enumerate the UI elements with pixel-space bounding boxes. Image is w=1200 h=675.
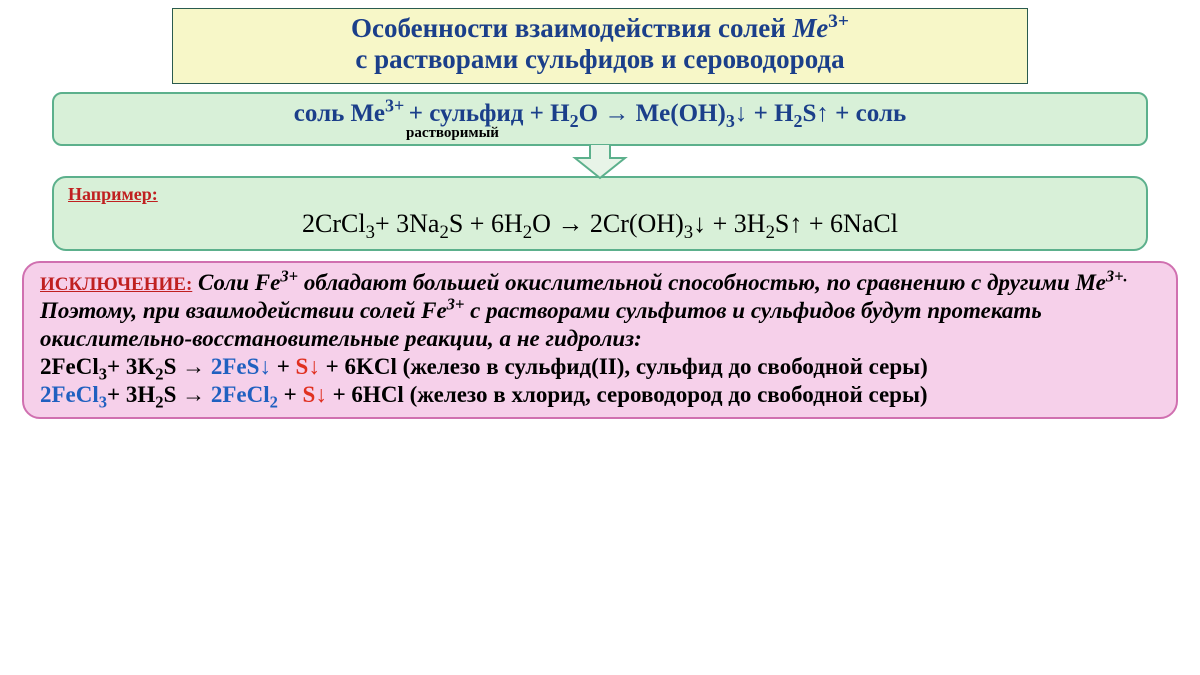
e2-ds: 2	[270, 393, 278, 412]
e2-e: +	[278, 382, 303, 407]
chemistry-slide: Особенности взаимодействия солей Ме3+ с …	[0, 0, 1200, 675]
e2-d: 2FeCl	[211, 382, 270, 407]
title-text-1: Особенности взаимодействия солей	[351, 13, 793, 43]
ex-t2: + 3Na	[375, 209, 439, 238]
gen-t5: S↑ + соль	[803, 100, 907, 127]
e1-b: + 3K	[107, 354, 155, 379]
exc-i1: Соли Fe	[198, 270, 280, 295]
e2-a: 2FeCl	[40, 382, 99, 407]
gen-t2: + сульфид + H	[409, 100, 570, 127]
ex-t5: ↓ + 3H	[693, 209, 765, 238]
gen-s2: 3	[726, 111, 735, 131]
title-ital: Ме	[793, 13, 829, 43]
ex-s3: 2	[523, 222, 532, 243]
e1-e: +	[271, 354, 296, 379]
gen-sup1: 3+	[385, 96, 409, 116]
ex-t1: 2CrCl	[302, 209, 366, 238]
exception-label: ИСКЛЮЧЕНИЕ:	[40, 274, 192, 295]
exception-eq2: 2FeCl3+ 3H2S → 2FeCl2 + S↓ + 6HCl (желез…	[40, 381, 1160, 409]
ex-s5: 2	[766, 222, 775, 243]
gen-t1: соль Ме	[294, 100, 385, 127]
exc-isup2: 3+.	[1106, 266, 1128, 285]
general-equation-box: соль Ме3+ + сульфид + H2O → Me(OH)3↓ + H…	[52, 92, 1148, 146]
gen-t4: ↓ + H	[735, 100, 794, 127]
example-label: Например:	[68, 184, 158, 204]
ex-s2: 2	[439, 222, 448, 243]
gen-t3: O → Me(OH)	[579, 100, 726, 127]
general-equation: соль Ме3+ + сульфид + H2O → Me(OH)3↓ + H…	[66, 100, 1134, 128]
e1-a: 2FeCl	[40, 354, 99, 379]
ex-s4: 3	[684, 222, 693, 243]
e1-f: S↓	[296, 354, 320, 379]
exception-box: ИСКЛЮЧЕНИЕ: Соли Fe3+ обладают большей о…	[22, 261, 1178, 419]
exc-i3: Поэтому, при взаимодействии солей Fe	[40, 298, 447, 323]
title-line-1: Особенности взаимодействия солей Ме3+	[181, 13, 1019, 44]
down-arrow-icon	[570, 144, 630, 180]
gen-s1: 2	[570, 111, 579, 131]
e2-b: + 3H	[107, 382, 155, 407]
exc-i2: обладают большей окислительной способнос…	[298, 270, 1106, 295]
ex-t6: S↑ + 6NaCl	[775, 209, 898, 238]
exception-eq1: 2FeCl3+ 3K2S → 2FeS↓ + S↓ + 6KCl (железо…	[40, 353, 1160, 381]
e2-g: + 6HCl (железо в хлорид, сероводород до …	[327, 382, 928, 407]
example-box: Например: 2CrCl3+ 3Na2S + 6H2O → 2Cr(OH)…	[52, 176, 1148, 251]
e1-c: S →	[164, 354, 211, 379]
e2-bs: 2	[155, 393, 163, 412]
exception-italic-text: Соли Fe 3+ обладают большей окислительной…	[40, 270, 1128, 351]
e1-d: 2FeS↓	[211, 354, 271, 379]
e2-as: 3	[99, 393, 107, 412]
e2-c: S →	[164, 382, 211, 407]
exc-isup1: 3+	[280, 266, 298, 285]
title-box: Особенности взаимодействия солей Ме3+ с …	[172, 8, 1028, 84]
gen-s3: 2	[794, 111, 803, 131]
example-equation: 2CrCl3+ 3Na2S + 6H2O → 2Cr(OH)3↓ + 3H2S↑…	[68, 205, 1132, 239]
e2-f: S↓	[303, 382, 327, 407]
title-sup: 3+	[828, 11, 849, 32]
ex-s1: 3	[366, 222, 375, 243]
title-line-2: с растворами сульфидов и сероводорода	[181, 44, 1019, 75]
ex-t3: S + 6H	[449, 209, 523, 238]
e1-g: + 6KCl (железо в сульфид(II), сульфид до…	[320, 354, 928, 379]
exc-isup3: 3+	[447, 294, 465, 313]
ex-t4: O → 2Cr(OH)	[532, 209, 684, 238]
